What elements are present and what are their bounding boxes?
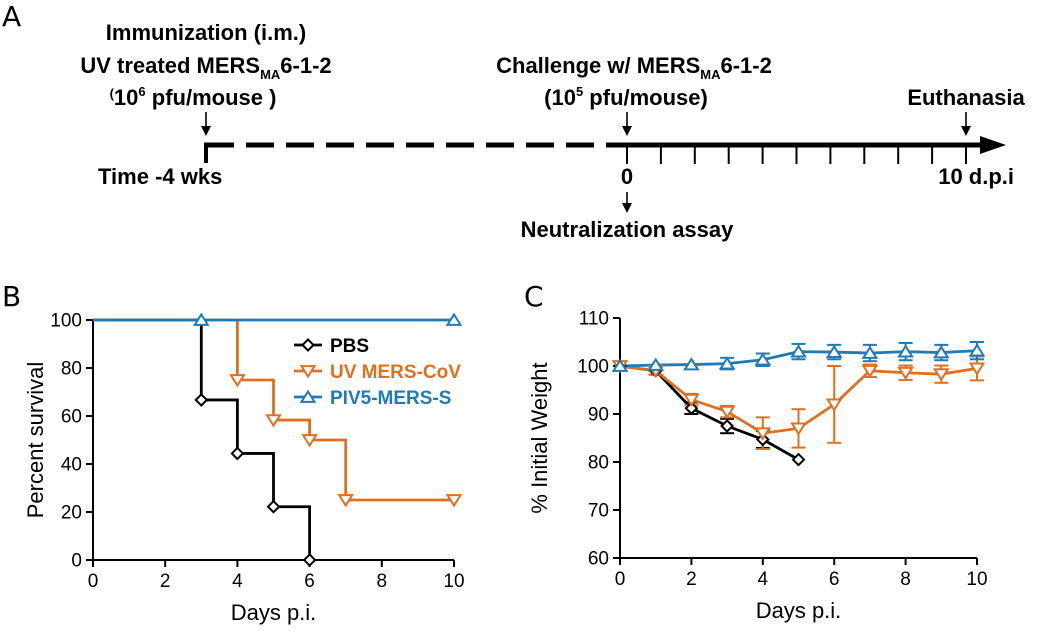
legend-label-uv-mers-cov: UV MERS-CoV [330,362,461,383]
legend: PBS UV MERS-CoV PIV5-MERS-S [294,336,461,409]
euthanasia-label: Euthanasia [907,85,1025,110]
data-point-uv-mers-cov [754,427,772,441]
data-point-uv-mers-cov [825,398,843,412]
data-point-uv-mers-cov [897,366,914,381]
y-axis-title: % Initial Weight [527,362,552,513]
y-tick-label: 80 [61,359,82,380]
neutralization-arrow [622,192,632,213]
data-point-uv-mers-cov [932,368,950,382]
x-axis-title: Days p.i. [756,598,842,623]
x-tick-label: 10 [443,571,464,592]
challenge-title: Challenge w/ MERSMA6-1-2 [496,53,772,82]
y-tick-label: 0 [71,551,82,572]
y-axis-title: Percent survival [23,362,48,519]
neutralization-label: Neutralization assay [521,217,735,242]
y-tick-label: 70 [588,501,609,522]
x-axis-title: Days p.i. [231,600,317,625]
panel-a-timeline: A Immunization (i.m.) UV treated MERSMA6… [2,0,1025,242]
panel-label-b: B [2,280,21,313]
x-tick-label: 2 [686,569,697,590]
y-tick-label: 110 [579,309,609,330]
day-zero-label: 0 [621,164,633,189]
challenge-arrow [622,112,632,136]
x-tick-label: 0 [615,569,626,590]
data-point-piv5-mers-s [647,357,665,371]
data-point-pbs [720,419,735,433]
data-point-pbs [230,446,245,461]
data-point-uv-mers-cov [445,494,463,508]
x-tick-label: 0 [88,571,99,592]
data-point-uv-mers-cov [968,362,986,376]
series-line-uv-mers-cov [93,318,454,502]
x-tick-label: 8 [377,571,388,592]
y-tick-label: 40 [61,455,82,476]
x-tick-label: 4 [232,571,243,592]
data-point-pbs [302,553,317,567]
euthanasia-arrow [961,112,971,136]
data-point-pbs [266,499,281,514]
data-point-piv5-mers-s [754,352,772,366]
data-point-pbs [684,401,699,416]
data-point-uv-mers-cov [337,494,355,508]
panel-label-c: C [524,280,544,313]
time-start-label: Time -4 wks [98,164,222,189]
day-end-label: 10 d.p.i [938,164,1014,189]
data-point-uv-mers-cov [790,422,807,436]
immunization-virus: UV treated MERSMA6-1-2 [80,53,331,82]
data-point-piv5-mers-s [968,343,986,357]
data-point-uv-mers-cov [229,374,246,388]
timeline-arrowhead [980,136,1006,154]
data-point-pbs [791,452,806,467]
y-tick-label: 60 [61,407,82,428]
y-tick-label: 100 [50,311,82,332]
x-tick-label: 10 [966,569,987,590]
panel-label-a: A [2,0,21,33]
data-point-piv5-mers-s [192,312,210,326]
y-tick-label: 60 [588,549,609,570]
data-point-piv5-mers-s [861,345,879,359]
y-tick-label: 100 [577,357,609,378]
challenge-dose: (105 pfu/mouse) [544,84,708,110]
data-point-piv5-mers-s [897,344,914,358]
data-point-pbs [194,393,209,407]
immunization-arrow [201,112,211,136]
day-ticks [626,145,967,164]
data-point-uv-mers-cov [718,405,736,420]
data-point-piv5-mers-s [790,344,807,358]
data-point-piv5-mers-s [611,358,629,372]
series-line-pbs [619,364,800,461]
data-point-piv5-mers-s [718,356,736,370]
data-point-uv-mers-cov [683,393,700,408]
x-tick-label: 6 [829,569,840,590]
legend-marker-piv5-mers-s [299,389,317,403]
data-point-uv-mers-cov [861,364,879,379]
data-point-uv-mers-cov [301,434,318,448]
x-tick-label: 6 [304,571,315,592]
data-point-piv5-mers-s [825,344,843,358]
data-point-piv5-mers-s [683,357,700,371]
data-point-piv5-mers-s [932,345,950,359]
survival-chart: 0 20 40 60 80 100 0 2 4 6 8 10 Days p.i. Percent surv… [23,311,465,626]
data-point-uv-mers-cov [265,414,282,428]
y-tick-label: 90 [588,405,609,426]
y-tick-label: 20 [61,503,82,524]
immunization-dose: (106 pfu/mouse ) [110,84,277,110]
legend-label-pbs: PBS [330,336,369,357]
x-tick-label: 8 [900,569,911,590]
legend-marker-uv-mers-cov [299,365,317,379]
series-line-pbs [93,318,311,560]
x-tick-label: 4 [758,569,769,590]
data-point-piv5-mers-s [445,312,463,326]
y-tick-label: 80 [588,453,609,474]
weight-chart: 60 70 80 90 100 110 0 2 4 6 8 10 Days p.i. % Initial … [527,309,988,624]
legend-label-piv5-mers-s: PIV5-MERS-S [330,388,451,409]
legend-marker-pbs [301,338,315,352]
immunization-title: Immunization (i.m.) [106,20,306,45]
x-tick-label: 2 [160,571,171,592]
